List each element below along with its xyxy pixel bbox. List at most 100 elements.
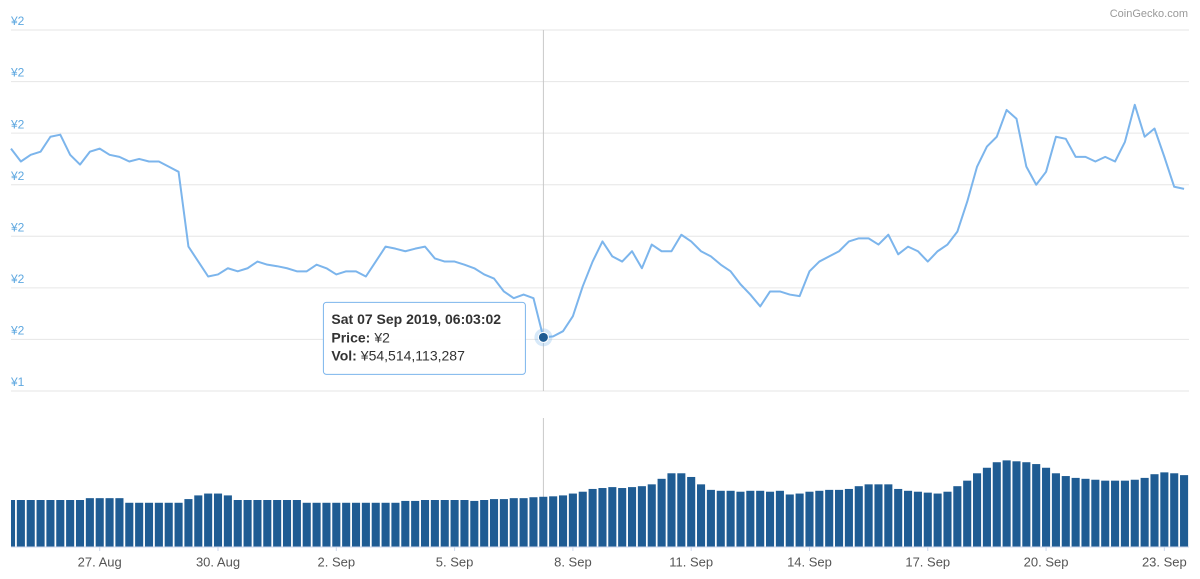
volume-bar xyxy=(1101,480,1110,547)
volume-bar xyxy=(568,493,577,547)
volume-bar xyxy=(785,494,794,547)
volume-bar xyxy=(835,489,844,547)
volume-bar xyxy=(687,476,696,547)
volume-bar xyxy=(1180,475,1189,547)
volume-bar xyxy=(884,484,893,547)
volume-bar xyxy=(815,490,824,547)
volume-bar xyxy=(1012,461,1021,547)
volume-bar xyxy=(56,500,65,547)
x-tick-label: 11. Sep xyxy=(669,554,713,569)
volume-bar xyxy=(608,487,617,547)
volume-bar xyxy=(697,484,706,547)
volume-bar xyxy=(430,500,439,547)
volume-bar xyxy=(963,480,972,547)
x-tick-label: 23. Sep xyxy=(1142,554,1187,569)
y-tick-label: ¥2 xyxy=(10,14,25,28)
volume-bar xyxy=(953,486,962,547)
volume-bar xyxy=(1120,480,1129,547)
volume-bar xyxy=(894,488,903,547)
volume-bar xyxy=(391,502,400,547)
volume-bar xyxy=(36,500,45,547)
volume-bar xyxy=(1002,460,1011,547)
volume-bar xyxy=(233,500,242,547)
volume-bar xyxy=(75,500,85,547)
tooltip-volume-label: Vol: xyxy=(331,347,356,363)
tooltip-price: Price: ¥2 xyxy=(331,329,390,345)
volume-bar xyxy=(1150,474,1159,547)
volume-bar xyxy=(499,499,508,547)
volume-bar xyxy=(746,490,755,547)
volume-bar xyxy=(282,500,292,547)
tooltip-volume: Vol: ¥54,514,113,287 xyxy=(331,347,465,363)
x-tick-label: 17. Sep xyxy=(905,554,950,569)
y-tick-label: ¥2 xyxy=(10,169,25,183)
volume-bar xyxy=(726,490,735,547)
volume-bar xyxy=(144,502,154,547)
volume-bar xyxy=(637,486,646,547)
volume-bar xyxy=(864,484,873,547)
volume-bar xyxy=(1071,477,1080,547)
tooltip-volume-value: ¥54,514,113,287 xyxy=(360,347,465,363)
volume-bar xyxy=(874,484,883,547)
volume-bar xyxy=(411,500,420,547)
volume-bar xyxy=(1022,462,1031,547)
volume-bar xyxy=(105,498,114,547)
volume-bar xyxy=(115,498,124,547)
volume-bar xyxy=(95,498,104,547)
x-tick-label: 2. Sep xyxy=(318,554,356,569)
volume-bar xyxy=(16,500,25,547)
y-tick-label: ¥1 xyxy=(10,375,25,389)
price-line xyxy=(10,103,1185,339)
x-tick-label: 20. Sep xyxy=(1024,554,1069,569)
volume-bar xyxy=(440,500,449,547)
x-tick-label: 30. Aug xyxy=(196,554,240,569)
volume-bar xyxy=(618,488,627,547)
volume-bar xyxy=(125,502,134,547)
volume-bar xyxy=(519,498,528,547)
volume-bar xyxy=(558,495,568,547)
volume-bar xyxy=(351,502,361,547)
volume-bar xyxy=(312,502,321,547)
volume-bar xyxy=(1140,477,1149,547)
volume-bar xyxy=(1051,473,1060,547)
volume-bar xyxy=(766,491,775,547)
volume-bar xyxy=(825,489,834,547)
volume-bar xyxy=(66,500,75,547)
volume-bar xyxy=(943,491,952,547)
volume-bar xyxy=(480,500,489,547)
volume-bar xyxy=(578,491,587,547)
volume-bar xyxy=(342,502,351,547)
volume-bar xyxy=(223,495,232,547)
volume-bar xyxy=(1130,479,1139,547)
volume-bar xyxy=(332,502,341,547)
volume-bar xyxy=(401,500,410,547)
volume-bar xyxy=(450,500,459,547)
tooltip-price-label: Price: xyxy=(331,329,370,345)
volume-bar xyxy=(913,491,922,547)
volume-bar xyxy=(204,493,213,547)
volume-bar xyxy=(775,490,784,547)
y-tick-label: ¥2 xyxy=(10,324,25,338)
volume-bar xyxy=(184,499,193,547)
volume-bar xyxy=(716,490,725,547)
volume-bar xyxy=(154,502,163,547)
volume-bar xyxy=(509,498,518,547)
y-tick-label: ¥2 xyxy=(10,66,25,80)
tooltip: Sat 07 Sep 2019, 06:03:02 Price: ¥2 Vol: ¥54… xyxy=(322,301,526,375)
x-tick-label: 14. Sep xyxy=(787,554,832,569)
volume-bar xyxy=(1032,464,1041,547)
volume-bar xyxy=(677,473,686,547)
volume-bar xyxy=(46,500,55,547)
volume-bar xyxy=(263,500,272,547)
credit: CoinGecko.com xyxy=(1110,8,1188,20)
volume-bar xyxy=(973,473,982,547)
volume-bar xyxy=(1170,473,1179,547)
volume-bar xyxy=(657,478,666,547)
volume-bar xyxy=(381,502,390,547)
volume-bar xyxy=(85,498,94,547)
volume-bar xyxy=(844,488,853,547)
volume-bar xyxy=(529,497,538,547)
x-tick-label: 8. Sep xyxy=(554,554,592,569)
